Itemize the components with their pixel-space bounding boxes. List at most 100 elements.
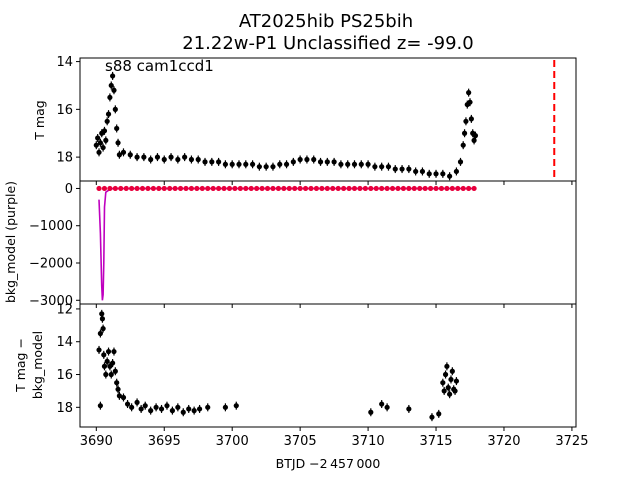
- y-tick-label: −3000: [29, 294, 73, 309]
- data-point: [95, 135, 101, 141]
- data-point: [365, 161, 371, 167]
- data-point: [419, 168, 426, 175]
- y-tick-label: −1000: [29, 219, 73, 234]
- panel-bottom: 12 14 16 18 3690 3695 3700 3705 3710 3715 3720 3725…: [13, 302, 588, 449]
- data-point: [209, 159, 215, 165]
- y-tick-label: 18: [56, 401, 73, 416]
- bkg-point: [118, 185, 124, 192]
- panel-top-marks: [93, 60, 556, 181]
- bkg-point: [101, 185, 108, 192]
- data-point: [385, 164, 392, 170]
- bkg-point: [129, 185, 135, 192]
- data-point: [112, 368, 118, 374]
- bkg-point: [324, 185, 330, 192]
- bkg-point: [411, 185, 417, 192]
- data-point: [317, 159, 324, 165]
- data-point: [290, 159, 296, 165]
- panel-middle-frame: [79, 180, 577, 305]
- bkg-point: [134, 185, 140, 192]
- data-point: [186, 406, 192, 412]
- data-point: [153, 404, 159, 410]
- data-point: [449, 368, 455, 374]
- data-point: [433, 171, 439, 177]
- data-point: [440, 380, 446, 386]
- data-point: [372, 164, 378, 170]
- data-point: [111, 348, 117, 355]
- data-point: [440, 171, 446, 177]
- data-point: [142, 403, 148, 409]
- bkg-point: [319, 185, 325, 192]
- data-point: [413, 168, 419, 175]
- data-point: [141, 154, 147, 160]
- data-point: [110, 360, 116, 366]
- data-point: [101, 363, 108, 369]
- x-tick-label: 3695: [148, 434, 181, 449]
- bkg-point: [362, 185, 368, 192]
- data-point: [452, 388, 458, 394]
- data-point: [358, 161, 364, 167]
- data-point: [195, 156, 201, 163]
- bkg-point: [341, 185, 347, 192]
- y-tick-label: 18: [56, 151, 73, 166]
- bkg-point: [226, 185, 233, 192]
- bkg-point: [313, 185, 320, 192]
- data-point: [304, 156, 310, 163]
- data-point: [442, 371, 449, 378]
- data-point: [461, 130, 468, 136]
- x-tick-label: 3720: [487, 434, 520, 449]
- data-point: [222, 161, 229, 167]
- data-point: [447, 173, 453, 179]
- data-point: [108, 371, 114, 378]
- data-point: [283, 161, 290, 167]
- data-point: [112, 106, 118, 112]
- bkg-point: [384, 185, 390, 192]
- bkg-point: [248, 185, 254, 192]
- y-tick-label: 14: [56, 335, 73, 350]
- data-point: [182, 154, 188, 160]
- y-tick-label: 12: [56, 302, 73, 317]
- data-point: [114, 125, 120, 132]
- data-point: [368, 409, 374, 415]
- data-point: [270, 164, 276, 170]
- data-point: [115, 386, 121, 392]
- data-point: [188, 156, 195, 163]
- panel-bottom-ticks: 12 14 16 18 3690 3695 3700 3705 3710 3715 3720 3725: [56, 302, 588, 449]
- data-point: [100, 326, 106, 332]
- bkg-point: [232, 185, 238, 192]
- bkg-point: [205, 185, 211, 192]
- data-point: [463, 118, 469, 124]
- y-tick-label: 16: [56, 103, 73, 118]
- bkg-point: [254, 185, 260, 192]
- bkg-point: [123, 185, 129, 192]
- data-point: [191, 408, 197, 414]
- bkg-point: [188, 185, 195, 192]
- bkg-point: [216, 185, 222, 192]
- data-point: [124, 401, 131, 407]
- data-point: [93, 142, 99, 148]
- data-point: [243, 161, 249, 167]
- data-point: [379, 164, 385, 170]
- data-point: [426, 171, 432, 177]
- data-point: [229, 161, 235, 167]
- data-point: [120, 149, 127, 155]
- data-point: [104, 118, 110, 124]
- bkg-point: [107, 185, 113, 192]
- bkg-point: [444, 185, 450, 192]
- data-point: [216, 159, 222, 165]
- bkg-point: [400, 185, 407, 192]
- bkg-point: [275, 185, 281, 192]
- bkg-point: [264, 185, 271, 192]
- panel-bottom-marks: [96, 309, 460, 422]
- bkg-point: [351, 185, 358, 192]
- bkg-point: [243, 185, 249, 192]
- data-point: [99, 311, 105, 317]
- data-point: [392, 166, 398, 172]
- data-point: [468, 116, 474, 122]
- panel-top: 14 16 18 s88 cam1ccd1 T mag: [32, 55, 577, 185]
- data-point: [453, 168, 460, 175]
- data-point: [444, 363, 450, 369]
- data-point: [101, 352, 107, 358]
- data-point: [97, 330, 103, 337]
- bkg-point: [145, 185, 151, 192]
